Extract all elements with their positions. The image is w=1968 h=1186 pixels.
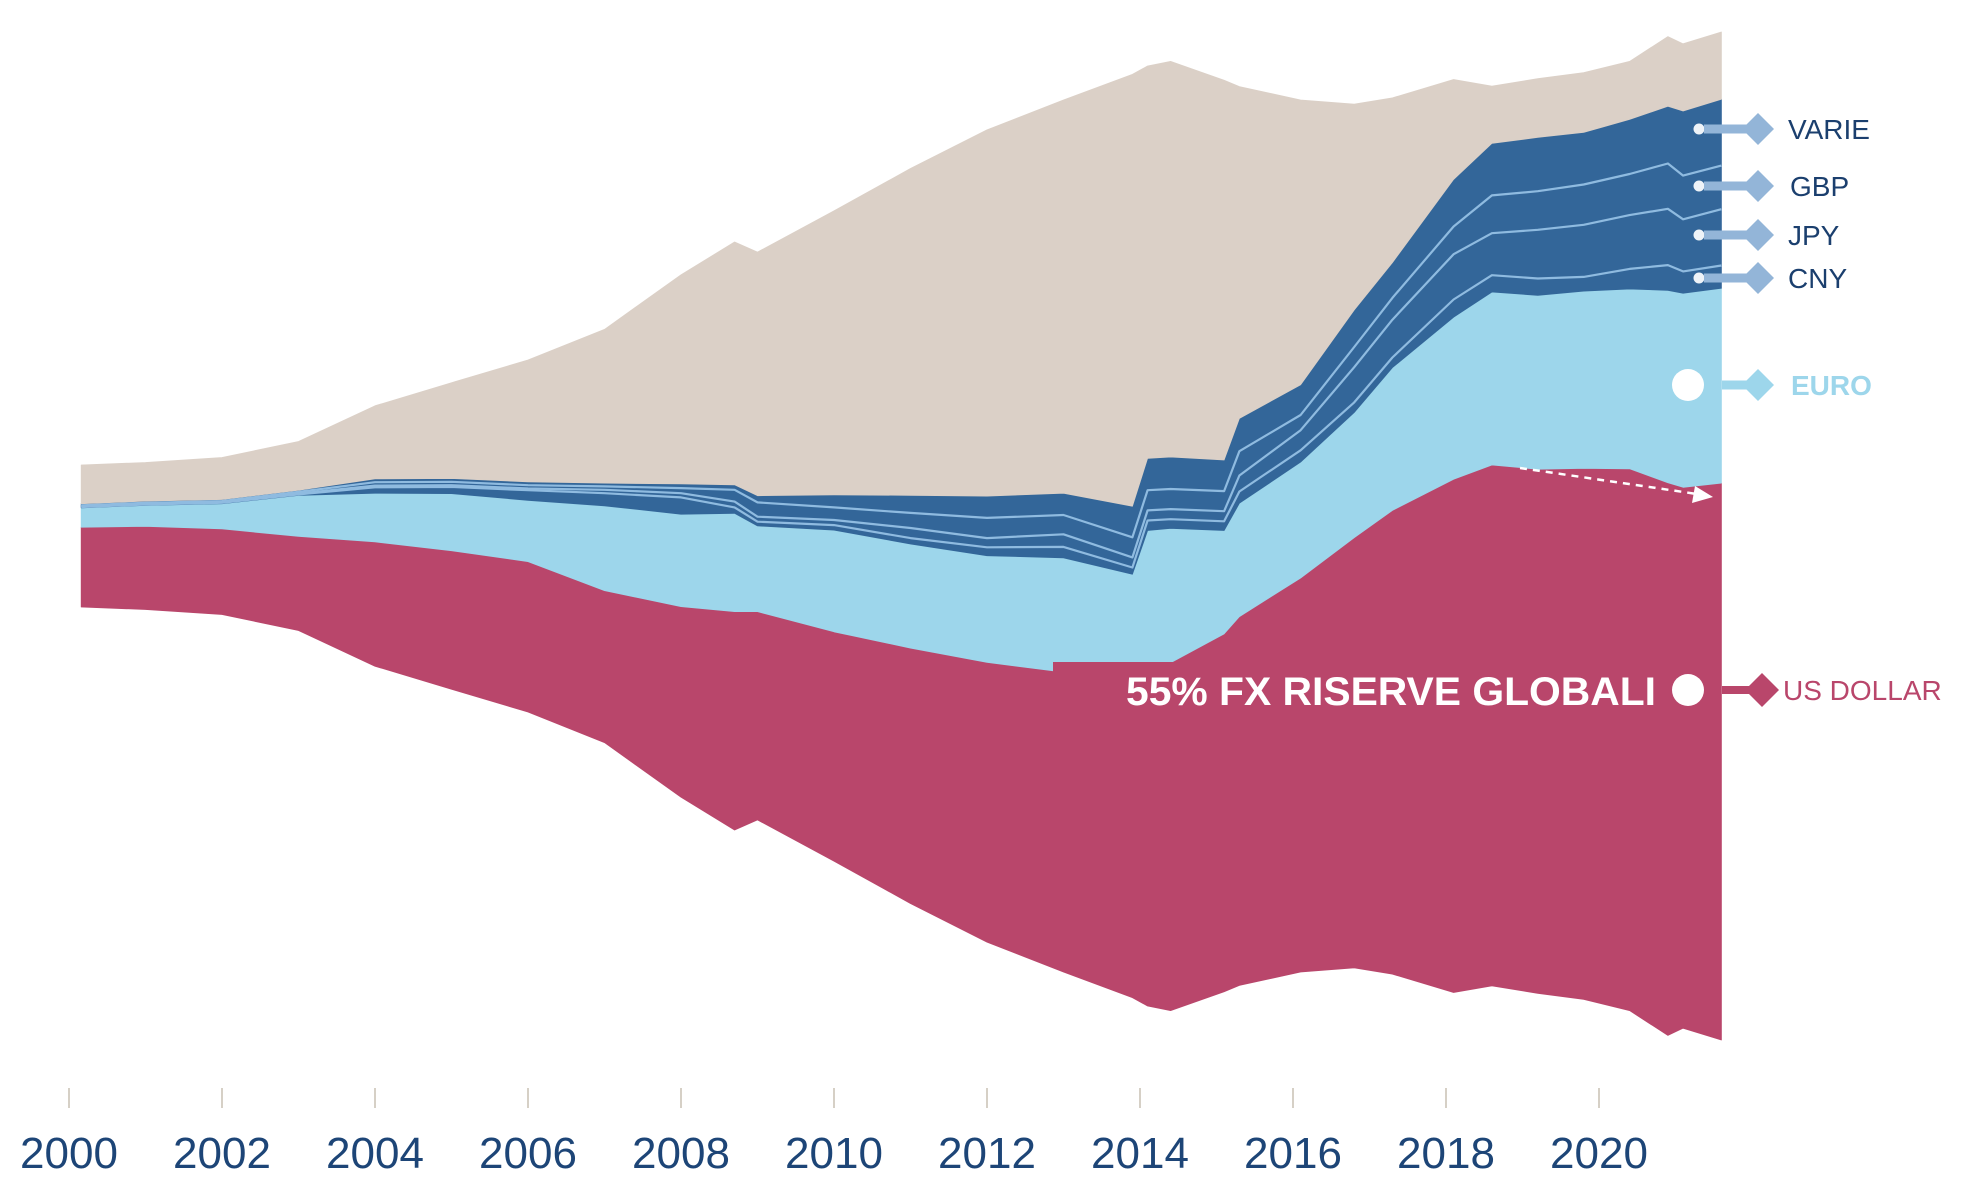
trend-arrow-head-icon — [1692, 486, 1713, 503]
legend-label-cny: CNY — [1788, 263, 1847, 294]
trend-arrow-line — [1519, 466, 1698, 496]
legend-item-jpy: JPY — [1693, 219, 1840, 251]
x-tick-label: 2004 — [326, 1129, 424, 1178]
stream-areas — [80, 31, 1722, 1041]
diamond-icon — [1745, 673, 1779, 707]
legend-item-usd: US DOLLAR — [1672, 673, 1942, 707]
legend-marker-circle — [1672, 369, 1704, 401]
separator-gbp — [81, 162, 1722, 539]
legend-marker-dot — [1693, 229, 1705, 241]
legend-label-us-dollar: US DOLLAR — [1783, 675, 1942, 706]
diamond-icon — [1742, 113, 1774, 145]
legend-label-euro: EURO — [1791, 370, 1872, 401]
diamond-icon — [1742, 170, 1774, 202]
x-tick-label: 2018 — [1397, 1129, 1495, 1178]
x-tick-label: 2000 — [20, 1129, 118, 1178]
x-axis: 2000 2002 2004 2006 2008 2010 2012 2014 2016 2018… — [20, 1088, 1648, 1178]
x-tick-label: 2016 — [1244, 1129, 1342, 1178]
legend-item-varie: VARIE — [1693, 113, 1870, 145]
legend-marker-dot — [1693, 123, 1705, 135]
x-tick-label: 2002 — [173, 1129, 271, 1178]
legend-label-varie: VARIE — [1788, 114, 1870, 145]
x-tick-label: 2012 — [938, 1129, 1036, 1178]
area-other — [80, 31, 1722, 507]
annotation-box — [1053, 662, 1721, 732]
x-tick-label: 2008 — [632, 1129, 730, 1178]
legend-item-gbp: GBP — [1693, 170, 1849, 202]
diamond-icon — [1742, 369, 1774, 401]
separator-jpy — [81, 207, 1722, 559]
legend-marker-circle — [1672, 674, 1704, 706]
annotation-label: 55% FX RISERVE GLOBALI — [1126, 670, 1656, 714]
separator-cny — [81, 264, 1722, 569]
x-tick-label: 2020 — [1550, 1129, 1648, 1178]
legend-label-jpy: JPY — [1788, 220, 1840, 251]
diamond-icon — [1742, 262, 1774, 294]
legend-label-gbp: GBP — [1790, 171, 1849, 202]
diamond-icon — [1742, 219, 1774, 251]
legend-item-euro: EURO — [1672, 369, 1872, 401]
legend-marker-dot — [1693, 272, 1705, 284]
legend: VARIE GBP JPY CNY EURO — [1672, 113, 1942, 707]
x-tick-label: 2010 — [785, 1129, 883, 1178]
legend-item-cny: CNY — [1693, 262, 1847, 294]
x-tick-label: 2006 — [479, 1129, 577, 1178]
legend-marker-dot — [1693, 180, 1705, 192]
band-separators — [81, 162, 1722, 569]
x-tick-label: 2014 — [1091, 1129, 1189, 1178]
